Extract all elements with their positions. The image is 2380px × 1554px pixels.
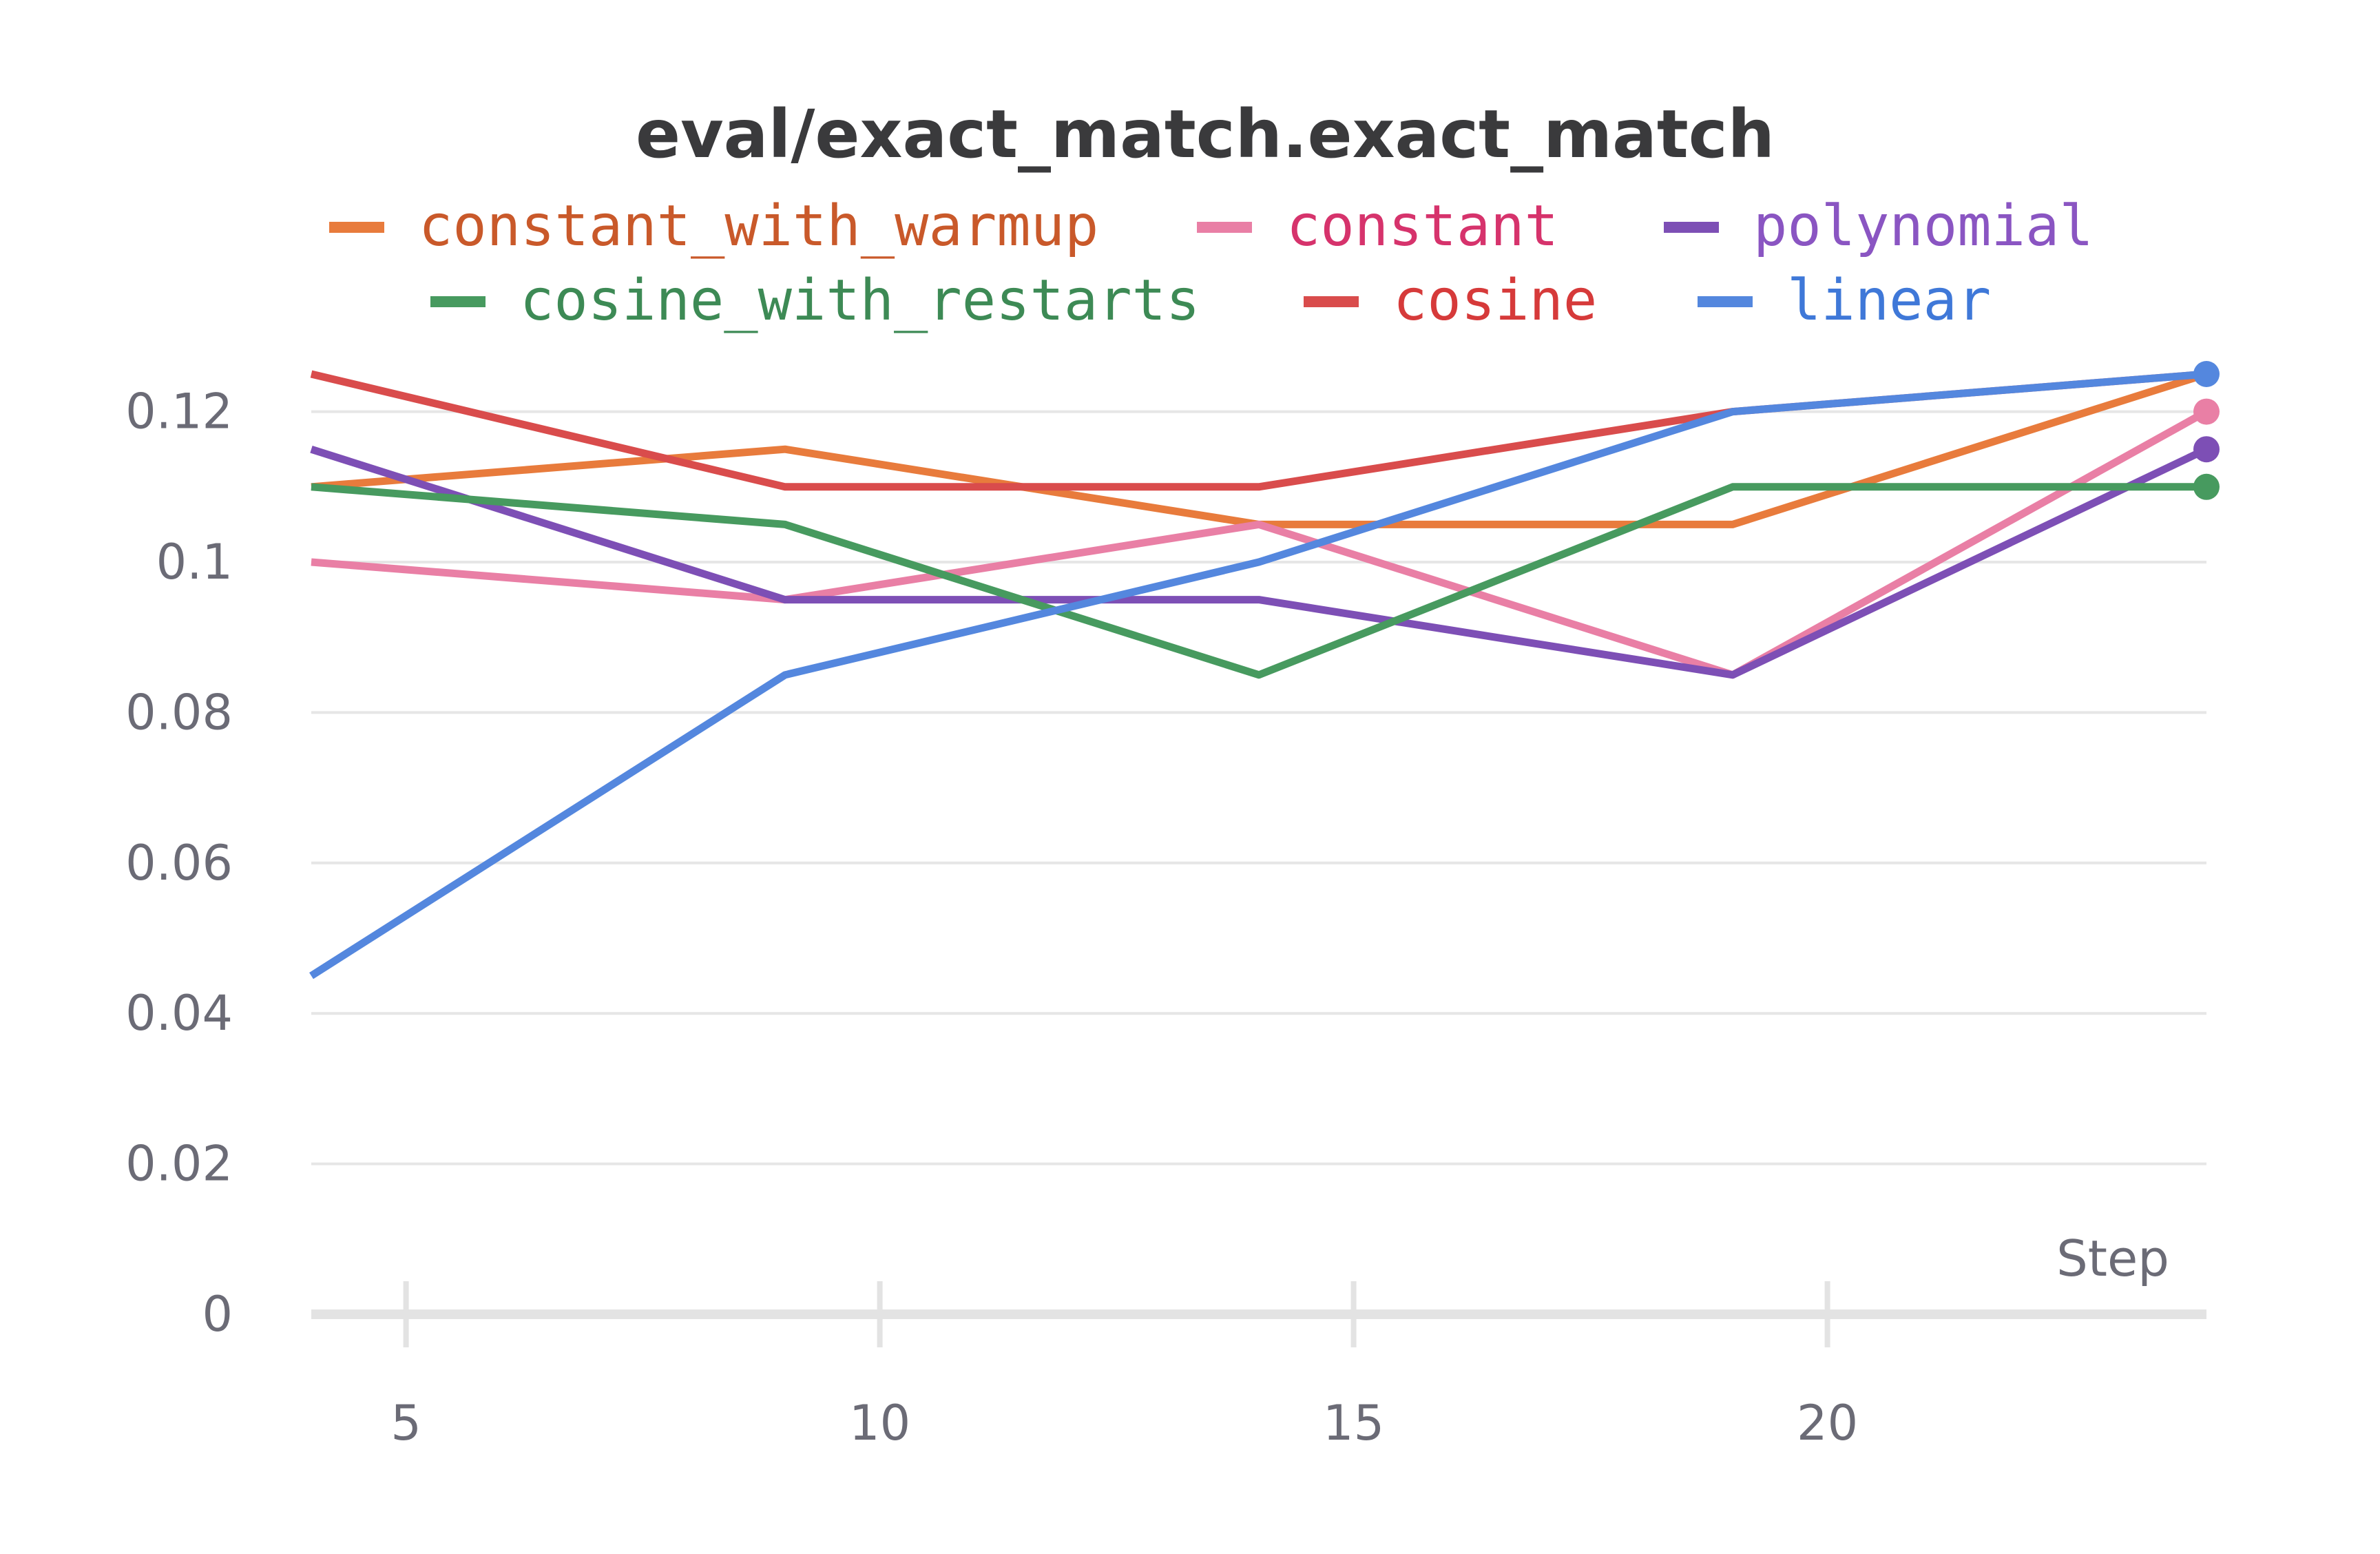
legend-label-constant_with_warmup: constant_with_warmup	[419, 194, 1098, 259]
series-line-cosine_with_restarts	[311, 483, 2206, 679]
x-axis: 5 10 15 20	[311, 1281, 2206, 1451]
gridlines	[311, 410, 2206, 1166]
legend-label-linear: linear	[1787, 268, 1991, 333]
y-tick-label-4: 0.08	[125, 684, 233, 740]
y-tick-label-0: 0	[202, 1286, 233, 1343]
series-lines	[309, 370, 2209, 980]
end-marker-cosine_with_restarts	[2193, 473, 2220, 500]
y-tick-label-3: 0.06	[125, 835, 233, 891]
legend-label-constant: constant	[1286, 194, 1558, 259]
legend-label-cosine_with_restarts: cosine_with_restarts	[520, 268, 1200, 333]
x-tick-label-2: 15	[1323, 1395, 1384, 1451]
legend: constant_with_warmup constant polynomial co…	[329, 194, 2094, 333]
x-axis-label: Step	[2056, 1230, 2169, 1287]
y-tick-label-1: 0.02	[125, 1136, 233, 1192]
chart-title: eval/exact_match.exact_match	[636, 96, 1775, 173]
y-tick-label-2: 0.04	[125, 985, 233, 1042]
end-markers	[2193, 361, 2220, 500]
series-line-cosine	[310, 370, 2207, 491]
x-tick-label-1: 10	[849, 1395, 910, 1451]
series-line-linear	[309, 370, 2207, 980]
y-axis: 0 0.02 0.04 0.06 0.08 0.1 0.12	[125, 384, 233, 1343]
series-line-constant	[311, 408, 2209, 679]
y-tick-label-5: 0.1	[156, 534, 233, 590]
end-marker-linear	[2193, 361, 2220, 387]
legend-label-polynomial: polynomial	[1753, 194, 2094, 259]
end-marker-constant	[2193, 398, 2220, 425]
end-marker-polynomial	[2193, 436, 2220, 463]
y-tick-label-6: 0.12	[125, 384, 233, 440]
legend-label-cosine: cosine	[1393, 268, 1597, 333]
series-line-polynomial	[310, 445, 2209, 679]
x-tick-label-3: 20	[1797, 1395, 1858, 1451]
x-tick-label-0: 5	[390, 1395, 421, 1451]
